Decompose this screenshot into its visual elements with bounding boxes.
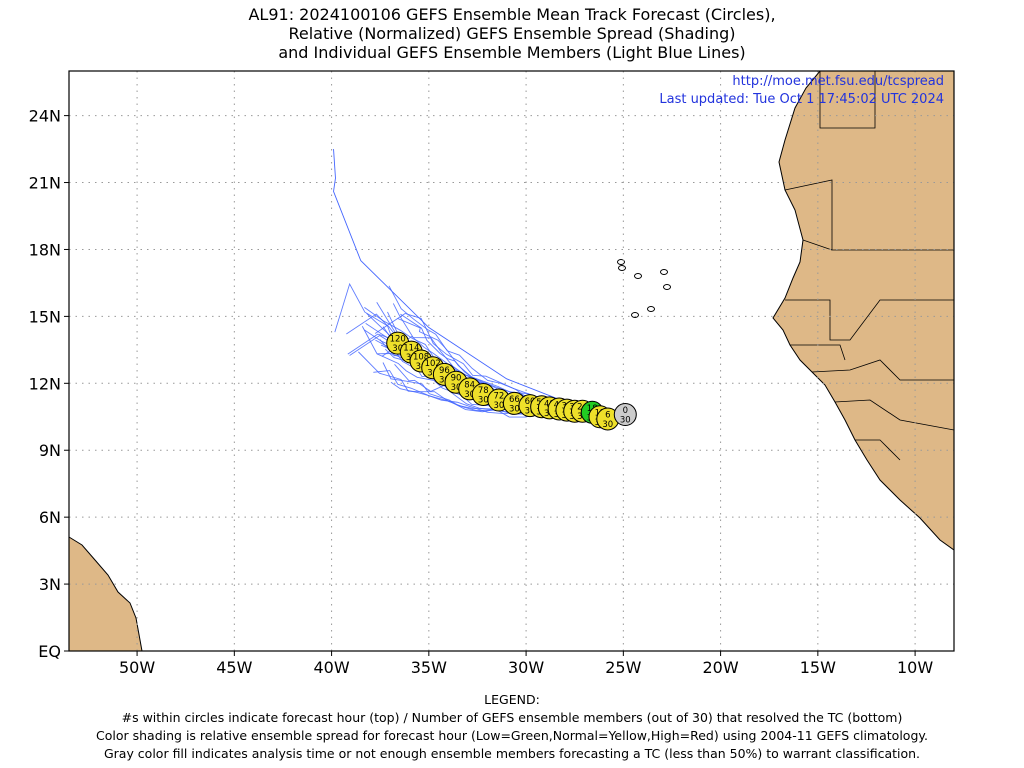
lon-tick-label: 30W	[508, 658, 544, 677]
member-track-line	[333, 149, 587, 411]
land-layer	[68, 70, 955, 652]
island-outline	[660, 269, 668, 275]
country-border	[811, 359, 954, 381]
forecast-hour-label: 120	[390, 335, 406, 345]
forecast-hour-label: 84	[464, 380, 475, 390]
island-outline	[634, 273, 642, 279]
forecast-circle: 030	[613, 403, 637, 427]
island-outline	[631, 312, 639, 318]
member-count-label: 30	[509, 404, 520, 414]
lon-tick-label: 25W	[605, 658, 641, 677]
lon-tick-label: 50W	[119, 658, 155, 677]
title-line-1: AL91: 2024100106 GEFS Ensemble Mean Trac…	[248, 5, 776, 24]
lat-tick-label: 24N	[29, 107, 61, 126]
last-updated-text: Last updated: Tue Oct 1 17:45:02 UTC 202…	[659, 92, 944, 107]
forecast-hour-label: 60	[525, 397, 536, 407]
member-count-label: 30	[478, 395, 489, 405]
forecast-circle-marker	[613, 403, 637, 427]
forecast-hour-label: 78	[478, 386, 489, 396]
forecast-hour-label: 0	[623, 406, 628, 416]
forecast-hour-label: 96	[439, 366, 450, 376]
member-count-label: 30	[392, 344, 403, 354]
africa-landmass	[772, 70, 955, 551]
legend-heading: LEGEND:	[484, 692, 540, 707]
lon-tick-label: 20W	[702, 658, 738, 677]
mean-track-circles: 1203011430108301023096309030843078307230…	[386, 331, 637, 431]
country-border	[855, 439, 901, 461]
country-border	[802, 239, 833, 251]
member-count-label: 30	[493, 401, 504, 411]
south-america-landmass	[68, 536, 143, 652]
country-border	[790, 344, 846, 361]
country-border	[819, 71, 876, 129]
lat-tick-label: 12N	[29, 374, 61, 393]
lat-tick-label: EQ	[38, 642, 61, 661]
forecast-hour-label: 6	[605, 411, 610, 421]
member-count-label: 30	[416, 362, 427, 372]
forecast-hour-label: 108	[413, 353, 429, 363]
member-count-label: 30	[427, 369, 438, 379]
map-frame	[68, 70, 955, 652]
country-border	[834, 399, 955, 431]
lon-tick-label: 15W	[800, 658, 836, 677]
lat-tick-label: 18N	[29, 240, 61, 259]
island-outline	[618, 265, 626, 271]
legend-line-2: Color shading is relative ensemble sprea…	[96, 728, 928, 743]
lon-tick-label: 45W	[216, 658, 252, 677]
title-line-2: Relative (Normalized) GEFS Ensemble Spre…	[288, 24, 736, 43]
map-gridlines	[69, 71, 954, 651]
island-outline	[663, 284, 671, 290]
island-outline	[617, 259, 625, 265]
forecast-hour-label: 72	[493, 392, 504, 402]
lat-tick-label: 3N	[39, 575, 61, 594]
forecast-hour-label: 114	[403, 344, 419, 354]
country-border	[785, 299, 954, 341]
island-outline	[647, 306, 655, 312]
member-count-label: 30	[451, 383, 462, 393]
ensemble-member-tracks	[333, 149, 626, 420]
member-count-label: 30	[602, 420, 613, 430]
legend-line-1: #s within circles indicate forecast hour…	[121, 710, 903, 725]
lat-tick-label: 15N	[29, 307, 61, 326]
legend-line-3: Gray color fill indicates analysis time …	[103, 746, 921, 761]
title-line-3: and Individual GEFS Ensemble Members (Li…	[278, 43, 746, 62]
lon-tick-label: 10W	[897, 658, 933, 677]
member-count-label: 30	[620, 416, 631, 426]
forecast-hour-label: 102	[425, 359, 441, 369]
forecast-hour-label: 90	[451, 374, 462, 384]
forecast-hour-label: 66	[509, 395, 520, 405]
member-count-label: 30	[464, 390, 475, 400]
source-url: http://moe.met.fsu.edu/tcspread	[732, 74, 944, 89]
lon-tick-label: 35W	[411, 658, 447, 677]
lat-tick-label: 9N	[39, 441, 61, 460]
member-count-label: 30	[525, 407, 536, 417]
lon-tick-label: 40W	[313, 658, 349, 677]
lat-tick-label: 6N	[39, 508, 61, 527]
lat-tick-label: 21N	[29, 174, 61, 193]
axis-ticks: EQ 3N 6N 9N 12N 15N 18N 21N 24N 50W 45W 40W 35W 30W 25…	[29, 107, 934, 677]
member-count-label: 30	[439, 375, 450, 385]
